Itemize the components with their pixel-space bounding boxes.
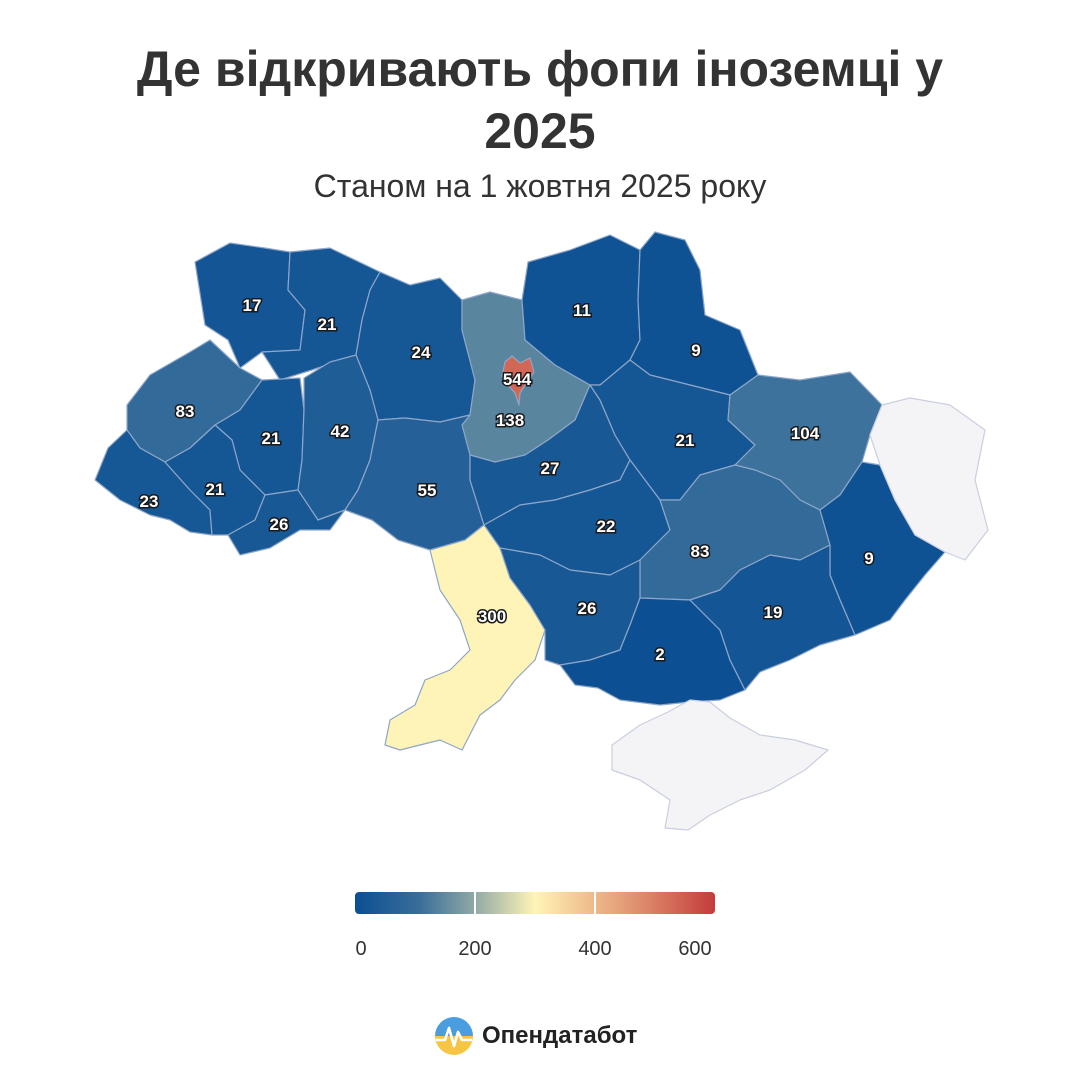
label-chernihiv: 11 — [573, 301, 591, 320]
label-kyiv-oblast: 138 — [496, 411, 524, 430]
label-sumy: 9 — [691, 341, 700, 360]
label-dnipropetrovsk: 83 — [691, 542, 710, 561]
brand: Опендатабот — [434, 1016, 637, 1056]
legend-tick-200: 200 — [458, 938, 492, 960]
label-cherkasy: 27 — [541, 459, 560, 478]
label-kirovohrad: 22 — [597, 517, 616, 536]
label-vinnytsia: 55 — [418, 481, 437, 500]
color-legend — [355, 892, 715, 914]
label-volyn: 17 — [243, 296, 262, 315]
region-crimea — [611, 699, 829, 831]
label-kharkiv: 104 — [791, 424, 820, 443]
page-title: Де відкривають фопи іноземці у 2025 — [136, 41, 944, 159]
legend-tick-0: 0 — [355, 938, 367, 960]
label-zakarpattia: 23 — [140, 492, 159, 511]
label-zhytomyr: 24 — [412, 343, 431, 362]
page-subtitle: Станом на 1 жовтня 2025 року — [313, 168, 767, 204]
label-ternopil: 21 — [262, 429, 281, 448]
label-kyiv-city: 544 — [503, 370, 532, 389]
label-odesa: 300 — [478, 607, 506, 626]
label-ivano-frankivsk: 21 — [206, 480, 225, 499]
legend-tick-600: 600 — [678, 938, 712, 960]
region-zaporizhzhia[interactable] — [689, 544, 856, 691]
legend-separator — [594, 892, 596, 914]
brand-name: Опендатабот — [482, 1022, 638, 1049]
label-kherson: 2 — [655, 645, 664, 664]
label-khmelnytskyi: 42 — [331, 422, 350, 441]
label-rivne: 21 — [318, 315, 337, 334]
legend-separator — [474, 892, 476, 914]
region-chernivtsi[interactable] — [227, 489, 346, 556]
region-luhansk — [869, 397, 989, 561]
label-donetsk: 9 — [864, 549, 873, 568]
label-mykolaiv: 26 — [578, 599, 597, 618]
label-chernivtsi: 26 — [270, 515, 289, 534]
region-kyiv-city[interactable] — [501, 355, 535, 406]
label-lviv: 83 — [176, 402, 195, 421]
legend-gradient-bar — [355, 892, 715, 914]
brand-logo-icon — [435, 1017, 473, 1055]
region-sumy[interactable] — [629, 231, 759, 396]
label-zaporizhzhia: 19 — [764, 603, 783, 622]
label-poltava: 21 — [676, 431, 695, 450]
legend-tick-400: 400 — [578, 938, 612, 960]
